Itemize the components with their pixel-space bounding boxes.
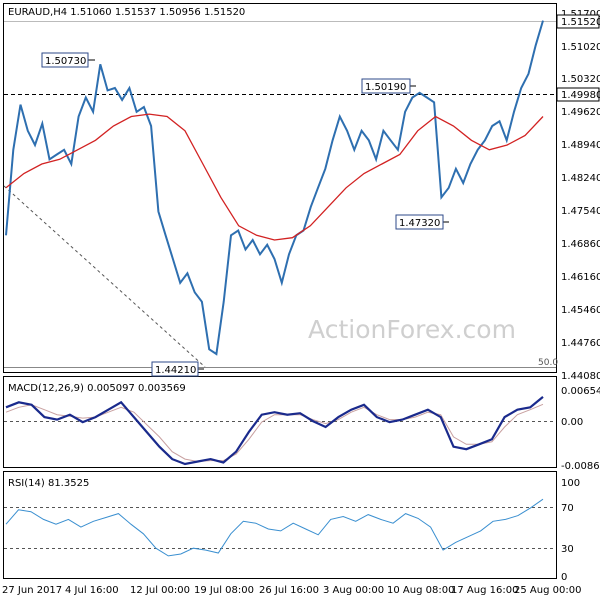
annotation-1: 1.50730 (41, 52, 95, 68)
price-panel-frame (3, 3, 557, 373)
price-tick: 1.46160 (561, 272, 600, 283)
price-tick: 1.51020 (561, 42, 600, 53)
price-series (5, 20, 544, 356)
price-tick: 1.47540 (561, 206, 600, 217)
price-tick: 1.44760 (561, 338, 600, 349)
annotation-label: 1.50730 (45, 56, 86, 67)
price-line (5, 20, 544, 356)
price-tick: 1.50320 (561, 74, 600, 85)
price-header: EURAUD,H4 1.51060 1.51537 1.50956 1.5152… (8, 7, 245, 18)
price-tick: 1.44080 (561, 371, 600, 382)
macd-axis: 0.006542 0.00 -0.008684 (561, 386, 600, 472)
x-tick: 27 Jun 2017 (2, 585, 62, 596)
x-tick: 4 Jul 16:00 (65, 585, 119, 596)
rsi-header: RSI(14) 81.3525 (8, 478, 89, 489)
macd-main-line (5, 396, 544, 466)
price-tick: 1.45460 (561, 305, 600, 316)
price-tick: 1.49620 (561, 107, 600, 118)
watermark: ActionForex.com (308, 315, 516, 344)
sma-line (5, 113, 544, 241)
price-tick: 1.48940 (561, 140, 600, 151)
level-marker: 1.49980 (556, 87, 600, 102)
annotation-3: 1.47320 (395, 214, 449, 230)
annotation-2: 1.50190 (361, 78, 416, 94)
x-axis: 27 Jun 2017 4 Jul 16:00 12 Jul 00:00 19 … (2, 585, 581, 596)
x-tick: 17 Aug 16:00 (451, 585, 518, 596)
rsi-tick: 100 (561, 478, 580, 489)
macd-tick: -0.008684 (561, 461, 600, 472)
rsi-tick: 30 (561, 544, 574, 555)
rsi-line (5, 498, 544, 557)
annotation-4: 1.44210 (151, 361, 204, 377)
fib-label: 50.0 (538, 358, 558, 368)
current-price-marker: 1.51520 (556, 14, 600, 29)
macd-header: MACD(12,26,9) 0.005097 0.003569 (8, 383, 186, 394)
rsi-panel-frame (3, 471, 557, 579)
macd-tick: 0.00 (561, 417, 583, 428)
rsi-tick: 70 (561, 503, 574, 514)
x-tick: 3 Aug 00:00 (323, 585, 384, 596)
current-price-label: 1.51520 (561, 17, 600, 28)
x-tick: 26 Jul 16:00 (259, 585, 319, 596)
panel-frames (3, 3, 557, 579)
x-tick: 10 Aug 08:00 (387, 585, 454, 596)
x-tick: 12 Jul 00:00 (130, 585, 190, 596)
level-label: 1.49980 (561, 90, 600, 101)
annotation-label: 1.44210 (155, 365, 196, 376)
x-tick: 19 Jul 08:00 (194, 585, 254, 596)
annotation-label: 1.47320 (399, 218, 440, 229)
price-tick: 1.48240 (561, 173, 600, 184)
macd-panel-frame (3, 376, 557, 468)
x-tick: 25 Aug 00:00 (514, 585, 581, 596)
annotation-label: 1.50190 (365, 82, 406, 93)
rsi-tick: 0 (561, 572, 567, 583)
price-tick: 1.46860 (561, 239, 600, 250)
macd-tick: 0.006542 (561, 386, 600, 397)
rsi-axis: 100 70 30 0 (561, 478, 580, 583)
